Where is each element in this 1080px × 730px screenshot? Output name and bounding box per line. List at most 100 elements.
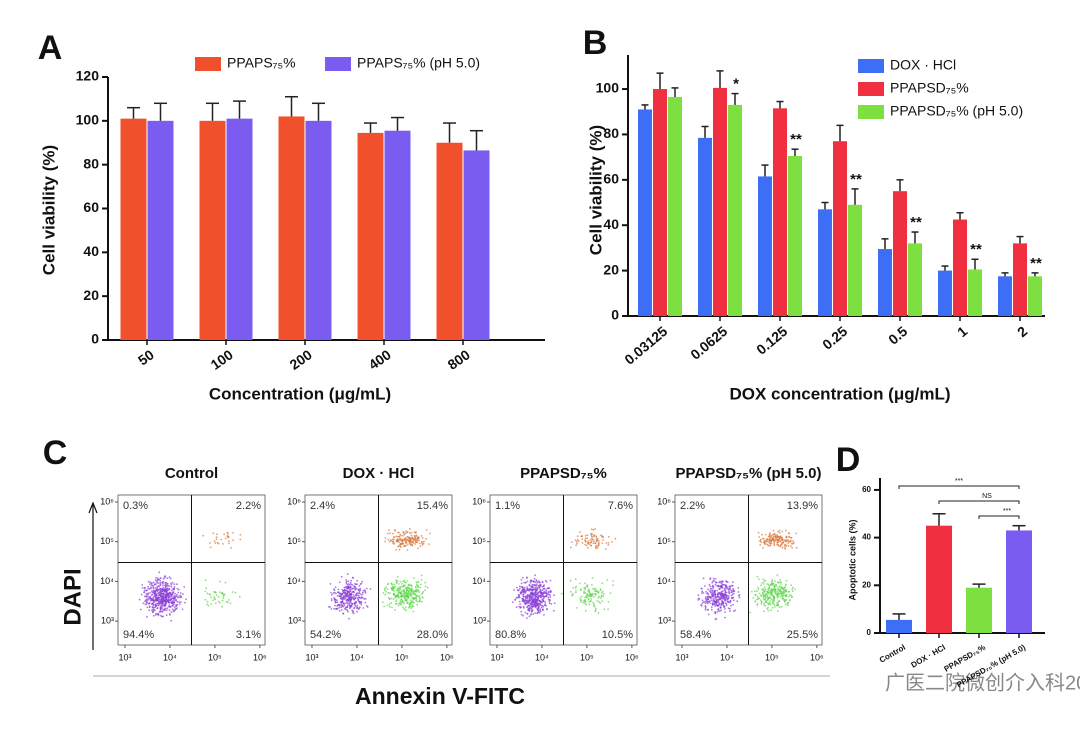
event-dot xyxy=(157,602,160,605)
x-tick-label: 10⁴ xyxy=(535,652,549,662)
event-dot xyxy=(397,535,399,538)
event-dot xyxy=(704,605,707,608)
event-dot xyxy=(584,543,587,546)
event-dot xyxy=(418,542,421,545)
event-dot xyxy=(588,595,590,598)
event-dot xyxy=(179,592,182,594)
event-dot xyxy=(516,596,519,599)
y-axis-title: Cell viability (%) xyxy=(39,145,58,275)
event-dot xyxy=(534,586,537,589)
event-dot xyxy=(154,579,157,582)
event-dot xyxy=(146,615,148,618)
event-dot xyxy=(170,582,172,585)
event-dot xyxy=(530,579,533,582)
event-dot xyxy=(576,535,579,537)
event-dot xyxy=(419,597,421,600)
event-dot xyxy=(594,592,597,595)
event-dot xyxy=(592,595,595,598)
event-dot xyxy=(605,542,608,544)
event-dot xyxy=(219,591,221,594)
event-dot xyxy=(575,585,578,588)
bar xyxy=(848,204,862,316)
event-dot xyxy=(409,539,411,541)
event-dot xyxy=(349,588,351,591)
event-dot xyxy=(549,589,552,592)
event-dot xyxy=(395,599,398,601)
event-dot xyxy=(340,596,342,599)
event-dot xyxy=(697,599,700,601)
event-dot xyxy=(584,539,586,542)
y-tick-label: 100 xyxy=(596,80,620,96)
event-dot xyxy=(769,532,771,534)
event-dot xyxy=(156,578,159,581)
event-dot xyxy=(176,583,178,586)
event-dot xyxy=(407,585,410,587)
event-dot xyxy=(760,584,762,587)
event-dot xyxy=(709,577,712,580)
event-dot xyxy=(355,587,358,590)
bar xyxy=(758,176,772,316)
event-dot xyxy=(702,601,705,603)
event-dot xyxy=(543,584,545,587)
event-dot xyxy=(162,587,165,589)
event-dot xyxy=(771,579,774,582)
event-dot xyxy=(345,595,348,598)
event-dot xyxy=(145,589,148,592)
event-dot xyxy=(788,535,790,538)
event-dot xyxy=(539,591,541,593)
event-dot xyxy=(180,595,182,598)
event-dot xyxy=(777,596,779,598)
event-dot xyxy=(347,604,349,606)
significance: * xyxy=(733,76,739,93)
event-dot xyxy=(548,599,551,601)
event-dot xyxy=(169,591,172,594)
event-dot xyxy=(771,600,774,602)
event-dot xyxy=(411,589,414,592)
event-dot xyxy=(213,597,216,600)
event-dot xyxy=(768,596,771,599)
event-dot xyxy=(161,610,164,613)
event-dot xyxy=(414,543,416,545)
x-axis-title: DOX concentration (μg/mL) xyxy=(729,384,950,403)
event-dot xyxy=(534,601,537,604)
event-dot xyxy=(394,609,396,611)
x-tick-label: 2 xyxy=(1014,323,1030,340)
event-dot xyxy=(769,603,772,606)
event-dot xyxy=(541,585,544,588)
event-dot xyxy=(159,602,162,604)
error-bar xyxy=(285,95,298,117)
event-dot xyxy=(166,577,169,579)
x-tick-label: 10⁵ xyxy=(208,652,222,662)
error-bar xyxy=(391,116,404,131)
event-dot xyxy=(788,593,791,596)
event-dot xyxy=(732,589,735,592)
error-bar xyxy=(1031,272,1039,277)
event-dot xyxy=(711,589,714,592)
event-dot xyxy=(395,603,398,605)
event-dot xyxy=(601,591,603,594)
event-dot xyxy=(706,592,708,595)
event-dot xyxy=(522,595,525,598)
event-dot xyxy=(592,601,595,604)
event-dot xyxy=(731,593,734,596)
event-dot xyxy=(345,589,348,592)
event-dot xyxy=(399,542,402,545)
event-dot xyxy=(721,599,723,601)
event-dot xyxy=(537,611,539,613)
event-dot xyxy=(543,591,546,594)
event-dot xyxy=(788,532,790,535)
event-dot xyxy=(780,543,783,546)
error-bar xyxy=(701,125,709,138)
event-dot xyxy=(159,577,162,579)
event-dot xyxy=(207,604,210,607)
bar xyxy=(998,276,1012,316)
event-dot xyxy=(420,535,423,537)
event-dot xyxy=(351,587,354,590)
event-dot xyxy=(702,577,705,580)
event-dot xyxy=(238,595,241,598)
event-dot xyxy=(154,597,157,599)
event-dot xyxy=(156,581,159,584)
event-dot xyxy=(716,611,719,613)
x-tick-label: 10³ xyxy=(305,652,318,662)
event-dot xyxy=(170,593,173,596)
